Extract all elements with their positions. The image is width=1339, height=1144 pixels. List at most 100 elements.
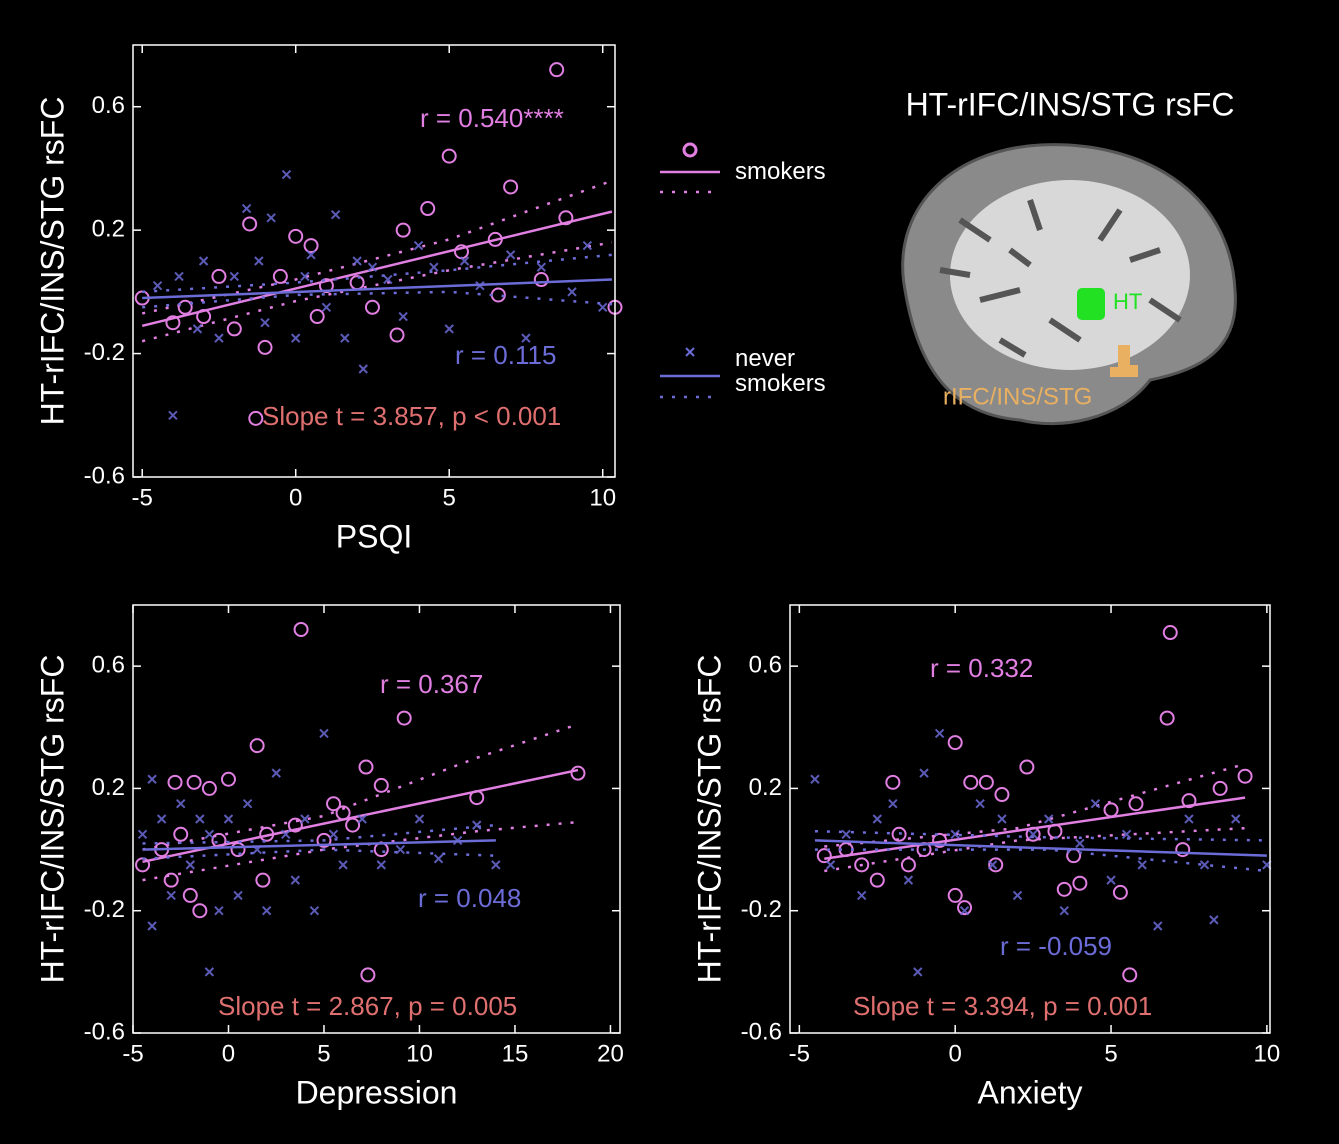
x-tick-label: 5 xyxy=(317,1040,330,1067)
point xyxy=(169,776,182,789)
point xyxy=(1210,916,1218,924)
point xyxy=(842,830,850,838)
point xyxy=(398,712,411,725)
point xyxy=(174,828,187,841)
point xyxy=(998,815,1006,823)
x-tick-label: -5 xyxy=(789,1040,810,1067)
point xyxy=(196,815,204,823)
y-axis-label: HT-rIFC/INS/STG rsFC xyxy=(34,655,70,984)
point xyxy=(1076,839,1084,847)
point xyxy=(827,861,835,869)
point xyxy=(184,889,197,902)
chart: HT-rIFC/INS/STG rsFC HT rIFC/INS/STG -0.… xyxy=(0,0,1339,1144)
legend-item xyxy=(660,144,720,192)
point xyxy=(1185,815,1193,823)
point xyxy=(920,769,928,777)
point xyxy=(1232,815,1240,823)
point xyxy=(320,729,328,737)
legend-marker xyxy=(684,144,696,156)
annotation: r = 0.115 xyxy=(455,340,556,370)
point xyxy=(283,171,291,179)
fit-line xyxy=(142,280,612,299)
x-tick-label: 0 xyxy=(222,1040,235,1067)
point xyxy=(391,329,404,342)
y-axis-label: HT-rIFC/INS/STG rsFC xyxy=(34,97,70,426)
point xyxy=(291,876,299,884)
annotation: Slope t = 2.867, p = 0.005 xyxy=(218,991,517,1021)
point xyxy=(375,843,388,856)
point xyxy=(169,411,177,419)
point xyxy=(1105,803,1118,816)
point xyxy=(175,272,183,280)
annotation: r = 0.540**** xyxy=(420,103,564,133)
point xyxy=(359,365,367,373)
x-tick-label: 5 xyxy=(1104,1040,1117,1067)
point xyxy=(341,334,349,342)
x-tick-label: 10 xyxy=(589,484,616,511)
point xyxy=(243,205,251,213)
point xyxy=(396,846,404,854)
point xyxy=(193,904,206,917)
point xyxy=(989,858,1002,871)
point xyxy=(167,891,175,899)
point xyxy=(193,325,201,333)
point xyxy=(1014,891,1022,899)
point xyxy=(858,891,866,899)
point xyxy=(263,907,271,915)
point xyxy=(1164,626,1177,639)
point xyxy=(415,242,423,250)
point xyxy=(322,303,330,311)
y-tick-label: 0.2 xyxy=(92,774,125,801)
region-label: HT xyxy=(1113,289,1142,314)
point xyxy=(504,180,517,193)
y-tick-label: -0.6 xyxy=(84,462,125,489)
y-tick-label: 0.2 xyxy=(92,215,125,242)
point xyxy=(415,815,423,823)
point xyxy=(1073,877,1086,890)
point xyxy=(421,202,434,215)
point xyxy=(186,861,194,869)
point xyxy=(995,788,1008,801)
x-tick-label: 10 xyxy=(406,1040,433,1067)
legend-item xyxy=(660,348,720,397)
point xyxy=(1091,800,1099,808)
point xyxy=(936,729,944,737)
point xyxy=(443,150,456,163)
point xyxy=(311,310,324,323)
point xyxy=(289,230,302,243)
point xyxy=(243,217,256,230)
point xyxy=(377,861,385,869)
point xyxy=(1239,770,1252,783)
point xyxy=(232,843,245,856)
point xyxy=(310,907,318,915)
ci-upper xyxy=(143,724,578,849)
white-matter xyxy=(950,180,1190,370)
point xyxy=(1138,861,1146,869)
point xyxy=(259,341,272,354)
point xyxy=(301,815,309,823)
point xyxy=(949,889,962,902)
legend-label: never smokers xyxy=(735,346,855,396)
ci-upper xyxy=(142,181,612,314)
point xyxy=(228,322,241,335)
y-axis-label: HT-rIFC/INS/STG rsFC xyxy=(691,655,727,984)
point xyxy=(154,282,162,290)
point xyxy=(205,968,213,976)
point xyxy=(473,821,481,829)
point xyxy=(351,276,364,289)
point xyxy=(305,239,318,252)
annotation: r = 0.048 xyxy=(418,883,521,913)
x-tick-label: -5 xyxy=(122,1040,143,1067)
point xyxy=(234,891,242,899)
point xyxy=(571,767,584,780)
point xyxy=(215,907,223,915)
annotation: r = 0.367 xyxy=(380,669,483,699)
point xyxy=(230,272,238,280)
x-tick-label: 15 xyxy=(502,1040,529,1067)
point xyxy=(332,211,340,219)
point xyxy=(256,874,269,887)
point xyxy=(251,739,264,752)
point xyxy=(1058,883,1071,896)
point xyxy=(976,800,984,808)
point xyxy=(904,876,912,884)
